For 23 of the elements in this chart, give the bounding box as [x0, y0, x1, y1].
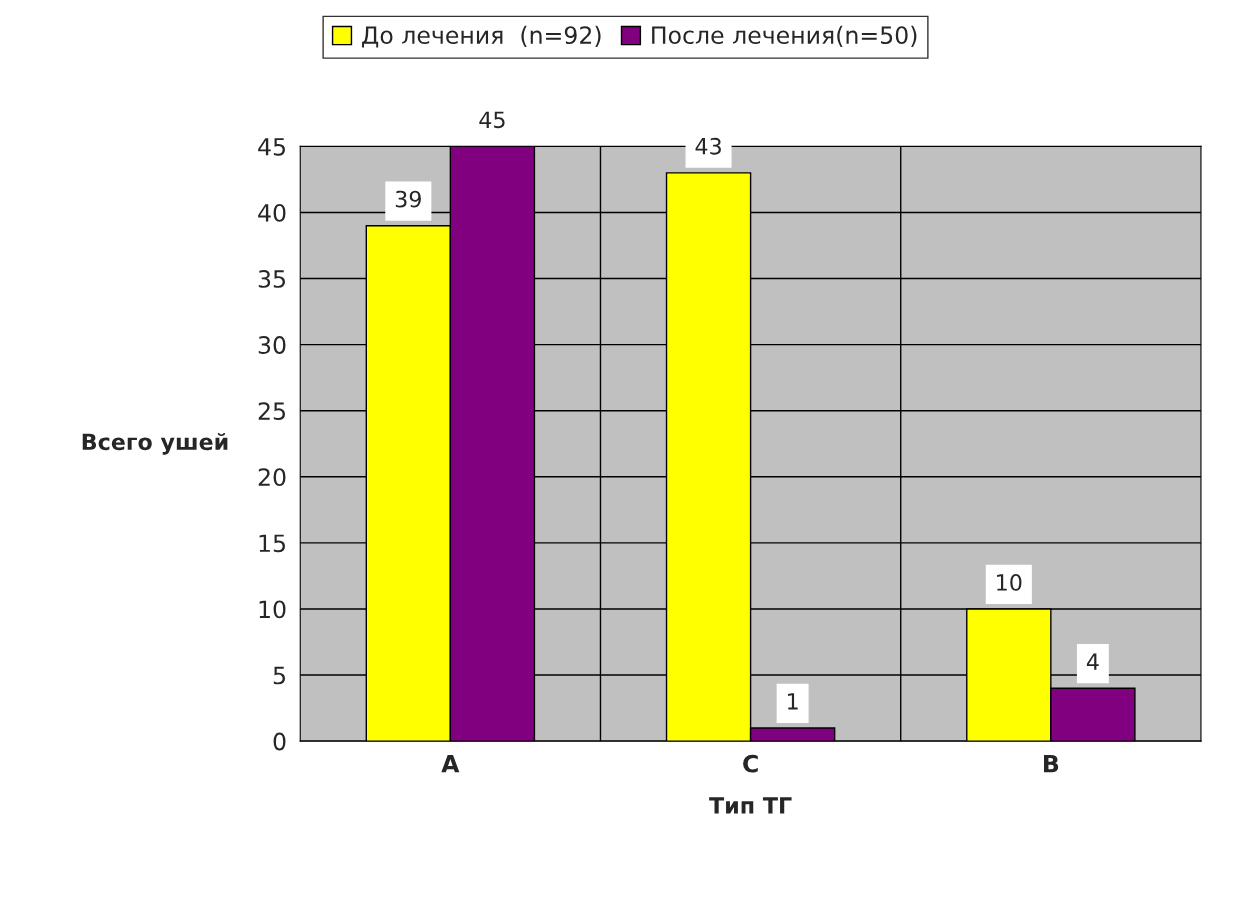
data-label: 45	[479, 111, 505, 129]
y-axis-title: Всего ушей	[82, 432, 228, 455]
x-tick-label: C	[743, 754, 758, 773]
y-tick-label: 20	[258, 468, 286, 487]
y-tick-label: 30	[258, 336, 286, 354]
y-tick-label: 10	[259, 600, 286, 619]
y-tick-label: 45	[258, 138, 285, 156]
y-tick-label: 0	[273, 732, 286, 751]
y-tick-label: 15	[259, 534, 285, 553]
data-label: 10	[997, 573, 1022, 591]
legend-label: До лечения (n=92)	[362, 25, 601, 48]
y-tick-label: 35	[258, 270, 285, 288]
data-label: 43	[695, 137, 721, 155]
x-axis-title: Тип ТГ	[709, 797, 792, 814]
data-label: 39	[395, 190, 421, 208]
x-tick-label: A	[441, 755, 460, 773]
x-tick-label: B	[1044, 755, 1059, 773]
data-label: 4	[1086, 653, 1099, 670]
legend-label: После лечения(n=50)	[652, 25, 917, 47]
data-label: 1	[788, 693, 798, 710]
y-tick-label: 5	[273, 666, 285, 685]
y-tick-label: 25	[258, 402, 285, 421]
y-tick-label: 40	[258, 203, 286, 222]
